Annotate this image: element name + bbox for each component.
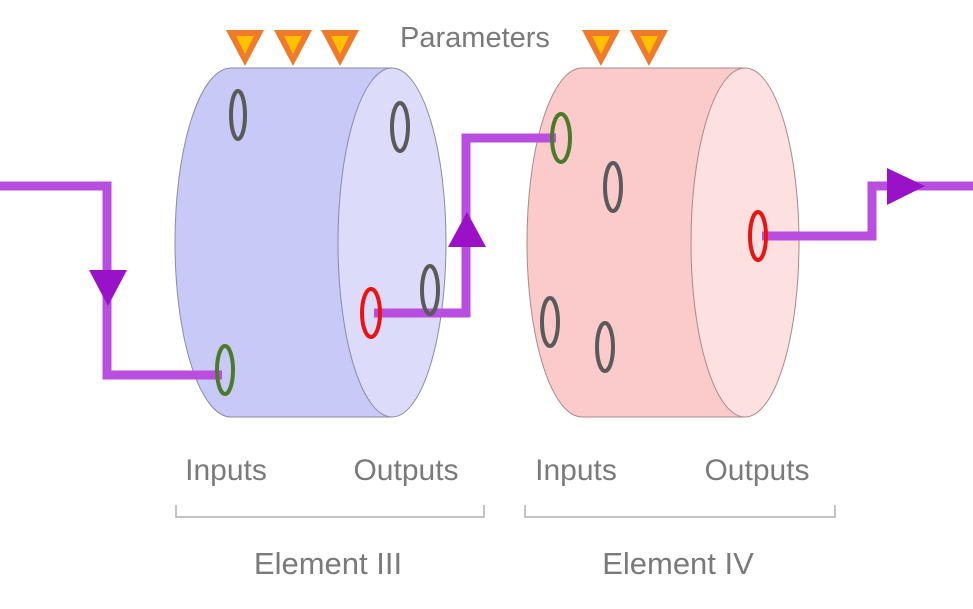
element-iv-output-face: [690, 67, 800, 418]
active-output-port-icon: [748, 210, 768, 262]
element-iv-ports: [540, 112, 768, 373]
element-iv-cylinder: [526, 67, 800, 418]
port-icon: [390, 101, 410, 153]
element-iii-outputs-label: Outputs: [353, 454, 458, 487]
element-iv-outputs-label: Outputs: [704, 454, 809, 487]
element-iii-inputs-label: Inputs: [185, 454, 267, 487]
active-output-port-icon: [360, 287, 382, 339]
port-icon: [540, 296, 560, 348]
element-iv-name: Element IV: [602, 546, 754, 581]
active-input-port-icon: [215, 344, 235, 396]
element-iii-ports: [215, 89, 440, 396]
active-input-port-icon: [550, 112, 572, 164]
element-iv-inputs-label: Inputs: [535, 454, 617, 487]
flow-arrows: [89, 168, 925, 306]
element-iii-bracket: [175, 505, 485, 518]
parameter-triangle-icon: [630, 30, 668, 66]
parameter-triangle-icon: [226, 30, 264, 66]
port-icon: [420, 264, 440, 316]
parameters-label: Parameters: [400, 22, 550, 54]
element-iv-body: [526, 67, 746, 418]
port-icon: [229, 89, 247, 141]
parameter-triangle-icon: [582, 30, 620, 66]
element-iv-bracket: [524, 505, 836, 518]
connections: [0, 133, 973, 380]
port-icon: [603, 161, 623, 213]
parameter-triangle-icon: [321, 30, 359, 66]
port-icon: [595, 321, 615, 373]
right-arrow-icon: [887, 168, 925, 205]
element-iii-body: [174, 67, 393, 418]
element-iii-name: Element III: [254, 546, 402, 581]
up-arrow-icon: [448, 212, 486, 247]
down-arrow-icon: [89, 270, 127, 306]
parameter-markers: [226, 30, 668, 66]
parameter-triangle-icon: [274, 30, 312, 66]
